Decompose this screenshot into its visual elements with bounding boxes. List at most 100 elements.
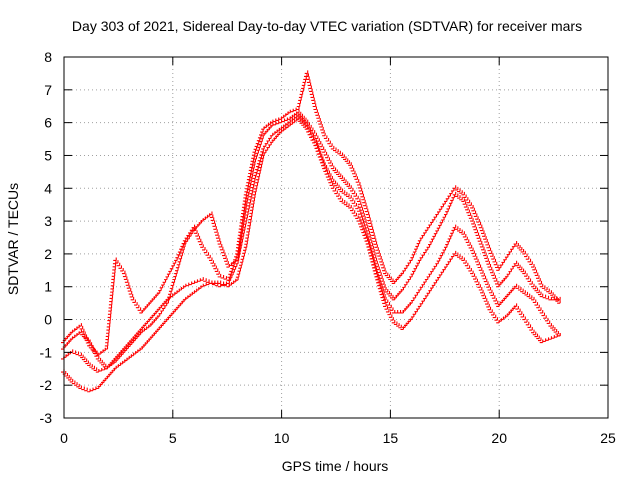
data-point <box>269 119 274 124</box>
data-point <box>353 193 357 197</box>
data-point <box>111 279 115 284</box>
data-point <box>491 295 496 299</box>
data-point <box>517 308 521 313</box>
data-point <box>92 348 96 353</box>
data-point <box>388 292 392 297</box>
data-point <box>388 276 392 281</box>
data-point <box>121 270 126 275</box>
data-point <box>112 266 116 271</box>
data-point <box>461 191 465 196</box>
data-point <box>108 304 113 309</box>
data-point <box>348 185 352 189</box>
data-point <box>248 216 252 221</box>
data-point <box>374 260 378 265</box>
data-point <box>217 241 222 245</box>
data-point <box>482 233 486 237</box>
data-point <box>529 261 533 265</box>
data-point <box>246 225 251 230</box>
data-point <box>398 324 402 329</box>
data-point <box>132 299 136 304</box>
data-point <box>479 243 484 248</box>
data-point <box>472 210 477 215</box>
data-point <box>463 194 467 199</box>
data-point <box>481 272 485 277</box>
data-point <box>473 213 478 217</box>
data-point <box>534 272 539 277</box>
data-point <box>247 219 252 224</box>
data-point <box>459 190 463 194</box>
data-point <box>127 288 132 292</box>
data-point <box>537 278 541 282</box>
data-point <box>548 290 552 294</box>
series-layer <box>61 70 561 393</box>
data-point <box>334 182 338 187</box>
data-point <box>316 147 321 152</box>
data-point <box>79 325 84 330</box>
data-point <box>524 273 528 277</box>
data-point <box>110 282 115 287</box>
data-point <box>110 289 114 293</box>
data-point <box>349 187 354 192</box>
data-point <box>371 251 376 256</box>
data-point <box>376 250 380 254</box>
data-point <box>475 232 480 236</box>
data-point <box>326 157 331 161</box>
data-point <box>531 329 535 334</box>
data-point <box>356 198 361 202</box>
data-point <box>526 293 531 298</box>
data-point <box>306 79 311 83</box>
data-point <box>85 339 90 344</box>
data-point <box>240 216 244 221</box>
data-point <box>330 145 335 150</box>
data-point <box>128 291 133 295</box>
data-point <box>494 264 499 269</box>
data-point <box>197 238 202 243</box>
y-tick-label: 4 <box>44 180 52 196</box>
data-point <box>360 210 364 214</box>
data-point <box>377 253 381 257</box>
data-point <box>251 181 255 186</box>
y-tick-label: 8 <box>44 49 52 65</box>
data-point <box>74 382 78 386</box>
data-point <box>494 280 499 285</box>
data-point <box>534 333 539 338</box>
data-point <box>205 252 210 256</box>
data-point <box>390 294 394 299</box>
series-track-b <box>61 113 561 373</box>
data-point <box>241 204 246 208</box>
data-point <box>78 352 82 357</box>
data-point <box>524 319 528 323</box>
data-point <box>461 257 465 262</box>
data-point <box>319 143 323 148</box>
data-point <box>208 257 213 262</box>
grid-layer <box>64 57 608 418</box>
data-point <box>513 283 518 288</box>
data-point <box>317 118 321 122</box>
data-point <box>522 270 526 275</box>
data-point <box>551 294 556 298</box>
data-point <box>355 205 359 210</box>
data-point <box>461 198 465 202</box>
data-point <box>356 181 361 186</box>
data-point <box>476 219 480 223</box>
data-point <box>459 255 463 260</box>
data-point <box>465 239 470 243</box>
data-point <box>240 213 245 218</box>
data-point <box>322 149 326 153</box>
data-point <box>200 244 204 248</box>
data-point <box>88 344 93 349</box>
data-point <box>473 226 477 231</box>
data-point <box>491 256 495 260</box>
data-point <box>206 279 210 283</box>
data-point <box>108 301 113 306</box>
data-point <box>532 299 537 304</box>
data-point <box>315 112 319 116</box>
data-point <box>537 337 542 342</box>
data-point <box>372 254 377 259</box>
data-point <box>484 239 488 243</box>
data-point <box>308 85 312 89</box>
data-point <box>370 245 374 250</box>
series-track-c <box>61 109 561 370</box>
data-point <box>339 198 344 202</box>
data-point <box>482 275 487 280</box>
